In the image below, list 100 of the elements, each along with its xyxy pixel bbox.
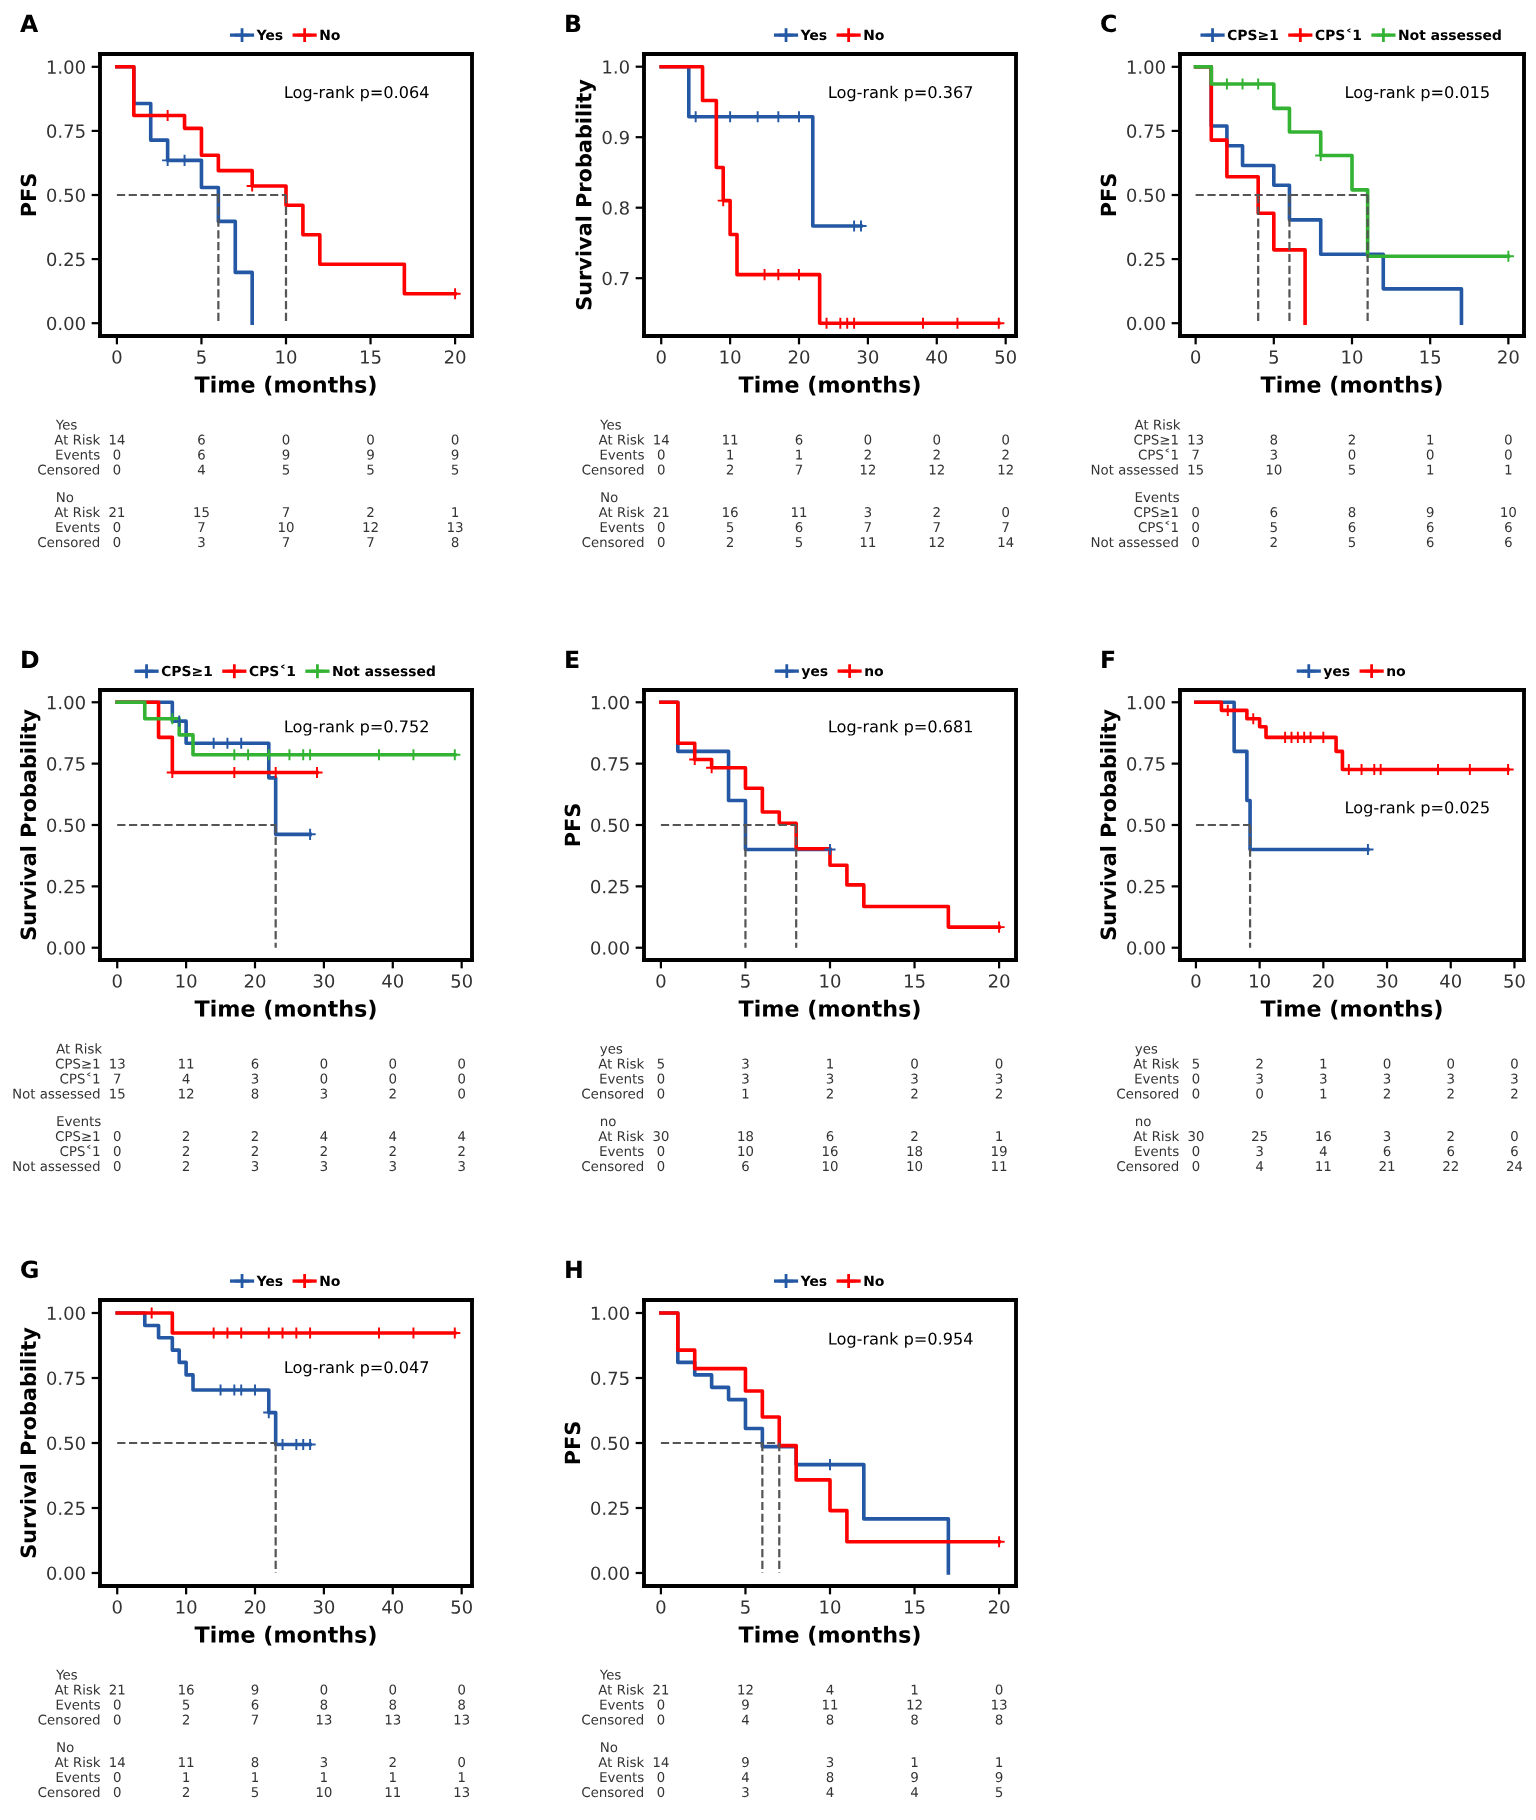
x-axis-title: Time (months) xyxy=(1260,375,1442,396)
chart-title: C xyxy=(1101,14,1116,33)
annotation: Log-rank p=0.047 xyxy=(285,1360,429,1377)
x-tick-label: 5 xyxy=(741,1600,750,1614)
x-tick-label: 0 xyxy=(1191,350,1201,364)
y-tick-label: 0.75 xyxy=(47,124,85,139)
x-axis-title: Time (months) xyxy=(738,1625,920,1646)
x-tick-label: 5 xyxy=(1269,350,1278,364)
x-tick-label: 0 xyxy=(1191,974,1201,988)
x-tick-label: 5 xyxy=(741,974,750,988)
y-tick-label: 1.00 xyxy=(47,1306,85,1321)
y-axis-title: PFS xyxy=(564,1422,581,1464)
y-axis-title: Survival Probability xyxy=(575,79,596,310)
y-tick-label: 0.25 xyxy=(1127,879,1165,894)
x-tick-label: 0 xyxy=(112,350,122,364)
x-tick-label: 40 xyxy=(926,350,948,364)
annotation: Log-rank p=0.025 xyxy=(1346,801,1489,817)
y-tick-label: 0.75 xyxy=(1127,757,1165,771)
y-tick-label: 0.00 xyxy=(47,1566,85,1581)
x-tick-label: 30 xyxy=(1376,974,1398,988)
x-tick-label: 20 xyxy=(988,974,1010,988)
annotation: Log-rank p=0.681 xyxy=(829,720,972,736)
y-tick-label: 0.7 xyxy=(602,271,629,286)
x-axis-title: Time (months) xyxy=(194,999,376,1020)
y-tick-label: 0.25 xyxy=(1127,252,1165,267)
x-axis-title: Time (months) xyxy=(194,1625,376,1646)
x-tick-label: 50 xyxy=(995,350,1016,364)
y-tick-label: 0.50 xyxy=(1127,188,1165,203)
y-axis-title: PFS xyxy=(20,174,37,216)
x-tick-label: 40 xyxy=(1440,974,1462,988)
x-tick-label: 20 xyxy=(1498,350,1519,364)
x-tick-label: 5 xyxy=(197,350,206,364)
annotation: Log-rank p=0.064 xyxy=(285,85,429,102)
y-tick-label: 0.75 xyxy=(47,757,85,771)
x-tick-label: 50 xyxy=(451,1600,472,1614)
x-tick-label: 0 xyxy=(112,974,122,988)
annotation: Log-rank p=0.015 xyxy=(1346,85,1489,102)
y-tick-label: 0.50 xyxy=(591,1436,629,1451)
y-axis-title: Survival Probability xyxy=(1100,709,1121,940)
x-axis-title: Time (months) xyxy=(1260,999,1442,1020)
x-tick-label: 20 xyxy=(988,1600,1010,1614)
y-tick-label: 0.50 xyxy=(1127,818,1165,833)
chart-title: H xyxy=(566,1260,582,1278)
x-tick-label: 50 xyxy=(451,974,472,988)
x-tick-label: 10 xyxy=(1250,974,1270,988)
x-axis-title: Time (months) xyxy=(738,999,920,1020)
x-tick-label: 20 xyxy=(788,350,810,364)
y-tick-label: 0.25 xyxy=(591,879,629,894)
y-axis-title: PFS xyxy=(1100,174,1117,216)
x-tick-label: 0 xyxy=(112,1600,122,1614)
y-tick-label: 0.75 xyxy=(591,1371,629,1386)
chart-title: F xyxy=(1102,650,1115,668)
y-tick-label: 0.50 xyxy=(47,818,85,833)
x-tick-label: 10 xyxy=(276,350,297,364)
y-tick-label: 0.25 xyxy=(47,879,85,894)
x-axis-title: Time (months) xyxy=(738,375,920,396)
x-tick-label: 30 xyxy=(313,1600,335,1614)
chart-title: A xyxy=(20,14,39,32)
x-tick-label: 10 xyxy=(176,974,197,988)
y-tick-label: 0.00 xyxy=(1127,941,1165,955)
x-tick-label: 20 xyxy=(1313,974,1334,988)
x-tick-label: 10 xyxy=(820,974,841,988)
y-tick-label: 1.00 xyxy=(1127,60,1165,74)
y-tick-label: 0.50 xyxy=(591,818,629,833)
y-axis-title: Survival Probability xyxy=(20,709,41,940)
x-tick-label: 20 xyxy=(244,974,266,988)
x-tick-label: 20 xyxy=(444,350,466,364)
x-tick-label: 20 xyxy=(244,1600,266,1614)
y-tick-label: 0.00 xyxy=(47,316,85,331)
y-tick-label: 0.75 xyxy=(1127,124,1165,139)
y-tick-label: 0.00 xyxy=(591,941,629,955)
x-tick-label: 50 xyxy=(1504,974,1525,988)
x-tick-label: 30 xyxy=(313,974,335,988)
x-tick-label: 15 xyxy=(361,350,381,364)
x-tick-label: 15 xyxy=(1420,350,1441,364)
chart-title: D xyxy=(22,650,39,668)
chart-title: B xyxy=(566,14,581,32)
x-tick-label: 15 xyxy=(905,1600,925,1614)
y-axis-title: PFS xyxy=(564,804,581,846)
x-tick-label: 40 xyxy=(382,974,404,988)
x-tick-label: 0 xyxy=(656,974,666,988)
chart-title: G xyxy=(21,1260,38,1279)
x-tick-label: 30 xyxy=(857,350,879,364)
y-tick-label: 0.00 xyxy=(47,941,85,955)
x-tick-label: 15 xyxy=(905,974,925,988)
y-tick-label: 0.00 xyxy=(591,1566,629,1581)
x-axis-title: Time (months) xyxy=(194,375,376,396)
annotation: Log-rank p=0.752 xyxy=(285,720,428,736)
y-tick-label: 0.25 xyxy=(47,252,85,267)
annotation: Log-rank p=0.954 xyxy=(829,1332,973,1348)
y-tick-label: 0.75 xyxy=(47,1371,85,1386)
x-tick-label: 0 xyxy=(656,350,666,364)
y-tick-label: 1.00 xyxy=(47,695,85,710)
y-tick-label: 1.00 xyxy=(591,695,629,710)
y-tick-label: 0.8 xyxy=(602,201,629,215)
y-tick-label: 0.9 xyxy=(602,130,629,145)
y-axis-title: Survival Probability xyxy=(20,1327,41,1558)
annotation: Log-rank p=0.367 xyxy=(829,85,973,102)
y-tick-label: 0.25 xyxy=(591,1501,629,1516)
chart-title: E xyxy=(566,650,579,668)
